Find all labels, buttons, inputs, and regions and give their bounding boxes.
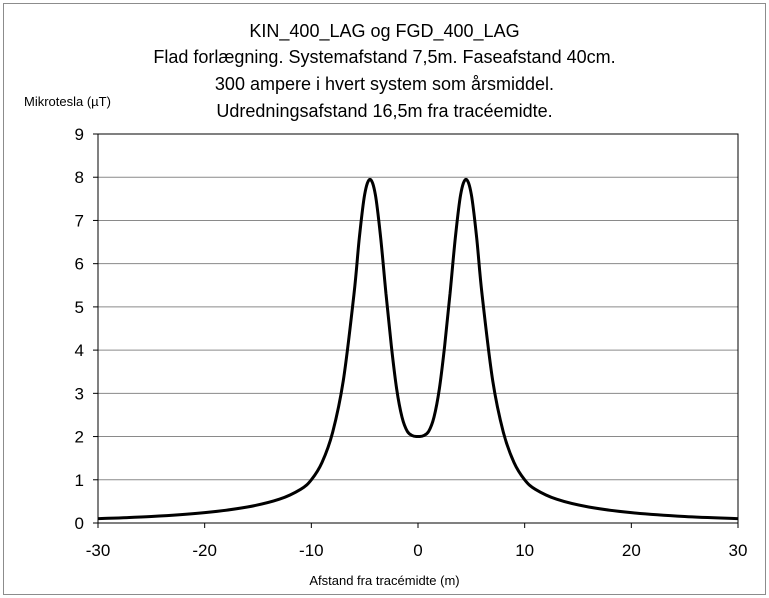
series-line — [97, 177, 739, 521]
x-axis-label: Afstand fra tracémidte (m) — [309, 573, 460, 588]
y-tick-label: 0 — [75, 514, 84, 533]
chart-title-line-1: KIN_400_LAG og FGD_400_LAG — [249, 21, 520, 41]
y-tick-label: 1 — [75, 471, 84, 490]
x-tick-label: 0 — [413, 541, 422, 560]
x-tick-label: -30 — [86, 541, 111, 560]
chart-title-line-4: Udredningsafstand 16,5m fra tracéemidte. — [216, 101, 553, 121]
y-tick-label: 5 — [75, 298, 84, 317]
x-tick-label: -20 — [192, 541, 217, 560]
chart-title-line-3: 300 ampere i hvert system som årsmiddel. — [214, 74, 555, 94]
y-tick-label: 4 — [75, 341, 84, 360]
plot-area-border — [97, 133, 739, 524]
x-tick-label: 10 — [515, 541, 534, 560]
y-tick-label: 8 — [75, 168, 84, 187]
chart-frame — [3, 3, 766, 595]
y-tick-label: 9 — [75, 125, 84, 144]
y-tick-label: 7 — [75, 211, 84, 230]
y-tick-label: 6 — [75, 255, 84, 274]
y-tick-label: 2 — [75, 428, 84, 447]
x-tick-label: 30 — [729, 541, 748, 560]
y-axis-label: Mikrotesla (µT) — [24, 94, 111, 109]
x-tick-label: 20 — [622, 541, 641, 560]
x-tick-label: -10 — [299, 541, 324, 560]
chart-title-line-2: Flad forlægning. Systemafstand 7,5m. Fas… — [153, 47, 616, 67]
y-tick-label: 3 — [75, 384, 84, 403]
